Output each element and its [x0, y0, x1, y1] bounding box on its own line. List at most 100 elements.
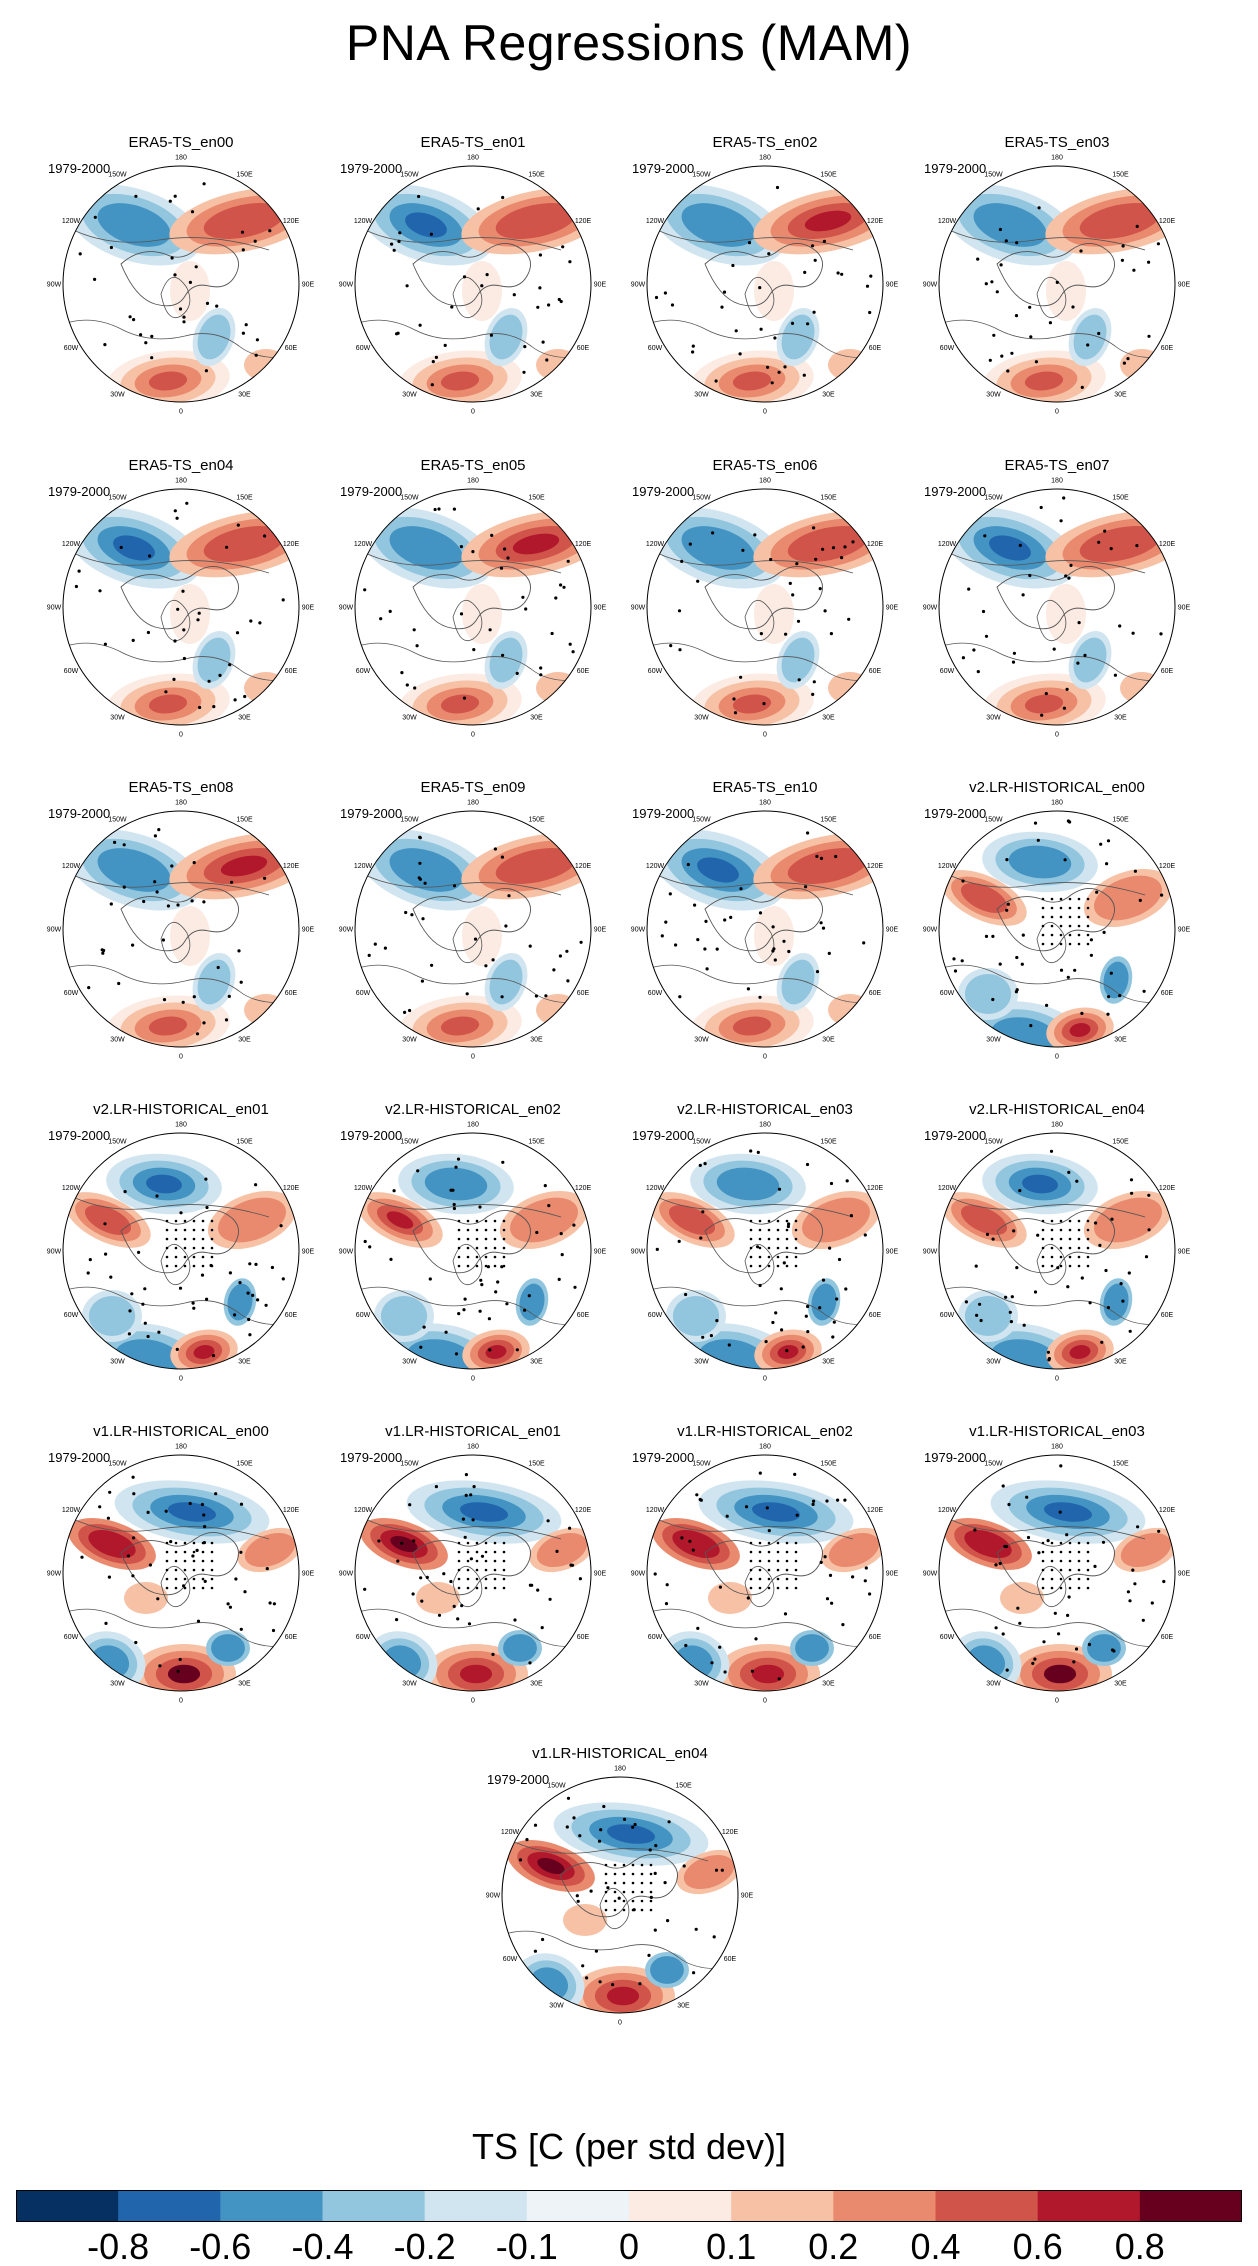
significance-dot	[1050, 1237, 1054, 1241]
panel-title: ERA5-TS_en10	[712, 779, 818, 796]
significance-dot	[500, 855, 504, 859]
panel-title: v1.LR-HISTORICAL_en00	[93, 1423, 269, 1440]
anomaly-contour	[754, 906, 794, 966]
significance-dot	[1100, 1340, 1104, 1344]
significance-dot	[471, 550, 475, 554]
significance-dot	[594, 1949, 598, 1953]
anomaly-contour	[197, 314, 231, 360]
significance-dot	[418, 323, 422, 327]
significance-dot	[1068, 1577, 1072, 1581]
significance-dot	[1086, 1541, 1090, 1545]
anomaly-contour	[1069, 1345, 1091, 1359]
significance-dot	[738, 352, 742, 356]
significance-dot	[691, 350, 695, 354]
significance-dot	[1050, 924, 1054, 928]
map-boundary	[646, 1454, 884, 1692]
significance-dot	[801, 1345, 805, 1349]
significance-dot	[1093, 1564, 1097, 1568]
anomaly-contour	[563, 1904, 607, 1936]
significance-dot	[1069, 563, 1073, 567]
significance-dot	[776, 1586, 780, 1590]
longitude-label: 90E	[302, 1571, 315, 1578]
anomaly-contour	[732, 1016, 772, 1036]
significance-dot	[500, 995, 504, 999]
significance-dot	[182, 656, 186, 661]
significance-dot	[192, 1541, 196, 1545]
significance-dot	[241, 331, 245, 335]
significance-dot	[279, 1224, 283, 1228]
significance-dot	[756, 1150, 760, 1154]
significance-dot	[544, 994, 548, 998]
longitude-label: 150E	[820, 1461, 837, 1468]
significance-dot	[248, 1333, 252, 1337]
significance-dot	[541, 340, 545, 344]
longitude-label: 150E	[236, 495, 253, 502]
anomaly-contour	[828, 994, 872, 1026]
significance-dot	[1042, 1640, 1046, 1644]
longitude-label: 0	[1055, 1698, 1059, 1705]
longitude-label: 150E	[528, 172, 545, 179]
significance-dot	[720, 305, 724, 309]
significance-dot	[1041, 1550, 1045, 1554]
significance-dot	[1068, 1541, 1072, 1545]
significance-dot	[575, 1894, 579, 1898]
significance-dot	[1010, 1295, 1014, 1299]
significance-dot	[210, 1541, 214, 1545]
significance-dot	[1068, 1550, 1072, 1554]
significance-dot	[466, 1246, 470, 1250]
significance-dot	[773, 958, 777, 962]
significance-dot	[829, 1181, 834, 1186]
significance-dot	[143, 1287, 147, 1291]
longitude-label: 150W	[400, 495, 419, 502]
significance-dot	[1040, 713, 1044, 717]
longitude-label: 90W	[486, 1893, 501, 1900]
significance-dot	[998, 1561, 1002, 1566]
significance-dot	[1059, 1550, 1063, 1554]
significance-dot	[538, 286, 542, 290]
significance-dot	[836, 1498, 840, 1502]
significance-dot	[762, 702, 766, 706]
significance-dot	[1080, 385, 1084, 389]
significance-dot	[459, 612, 464, 616]
significance-dot	[183, 1586, 187, 1590]
significance-dot	[660, 934, 664, 938]
significance-dot	[1014, 314, 1019, 318]
longitude-label: 60W	[503, 1956, 518, 1963]
longitude-label: 60E	[1161, 1634, 1174, 1641]
significance-dot	[815, 970, 820, 974]
significance-dot	[422, 1325, 426, 1329]
significance-dot	[74, 584, 78, 589]
significance-dot	[546, 1519, 550, 1523]
significance-dot	[502, 1559, 506, 1563]
significance-dot	[493, 1577, 497, 1581]
longitude-label: 30W	[402, 1359, 417, 1366]
significance-dot	[802, 373, 806, 377]
longitude-label: 120W	[62, 1507, 81, 1514]
panel-title: ERA5-TS_en07	[1004, 457, 1110, 474]
longitude-label: 150E	[820, 1139, 837, 1146]
significance-dot	[1025, 1495, 1029, 1499]
significance-dot	[507, 894, 511, 898]
map-boundary	[354, 1454, 592, 1692]
longitude-label: 30E	[1114, 392, 1127, 399]
significance-dot	[812, 680, 816, 684]
significance-dot	[1050, 1586, 1054, 1590]
anomaly-contour	[1073, 314, 1107, 360]
significance-dot	[613, 1872, 617, 1876]
map-panel: 180 150E 120E 90E 60E 30E 0 30W 60W 90W 120W 150W v2…	[620, 1101, 910, 1401]
significance-dot	[201, 1559, 205, 1563]
significance-dot	[452, 507, 456, 511]
significance-dot	[767, 1264, 771, 1268]
longitude-label: 60W	[356, 1634, 371, 1641]
anomaly-contour	[146, 1174, 182, 1194]
longitude-label: 90W	[47, 282, 62, 289]
map-boundary	[938, 1132, 1176, 1370]
significance-dot	[228, 663, 232, 667]
significance-dot	[412, 1539, 416, 1543]
significance-dot	[493, 1219, 497, 1223]
longitude-label: 90W	[631, 927, 646, 934]
significance-dot	[758, 1219, 762, 1223]
significance-dot	[192, 1559, 196, 1563]
significance-dot	[604, 1890, 608, 1894]
